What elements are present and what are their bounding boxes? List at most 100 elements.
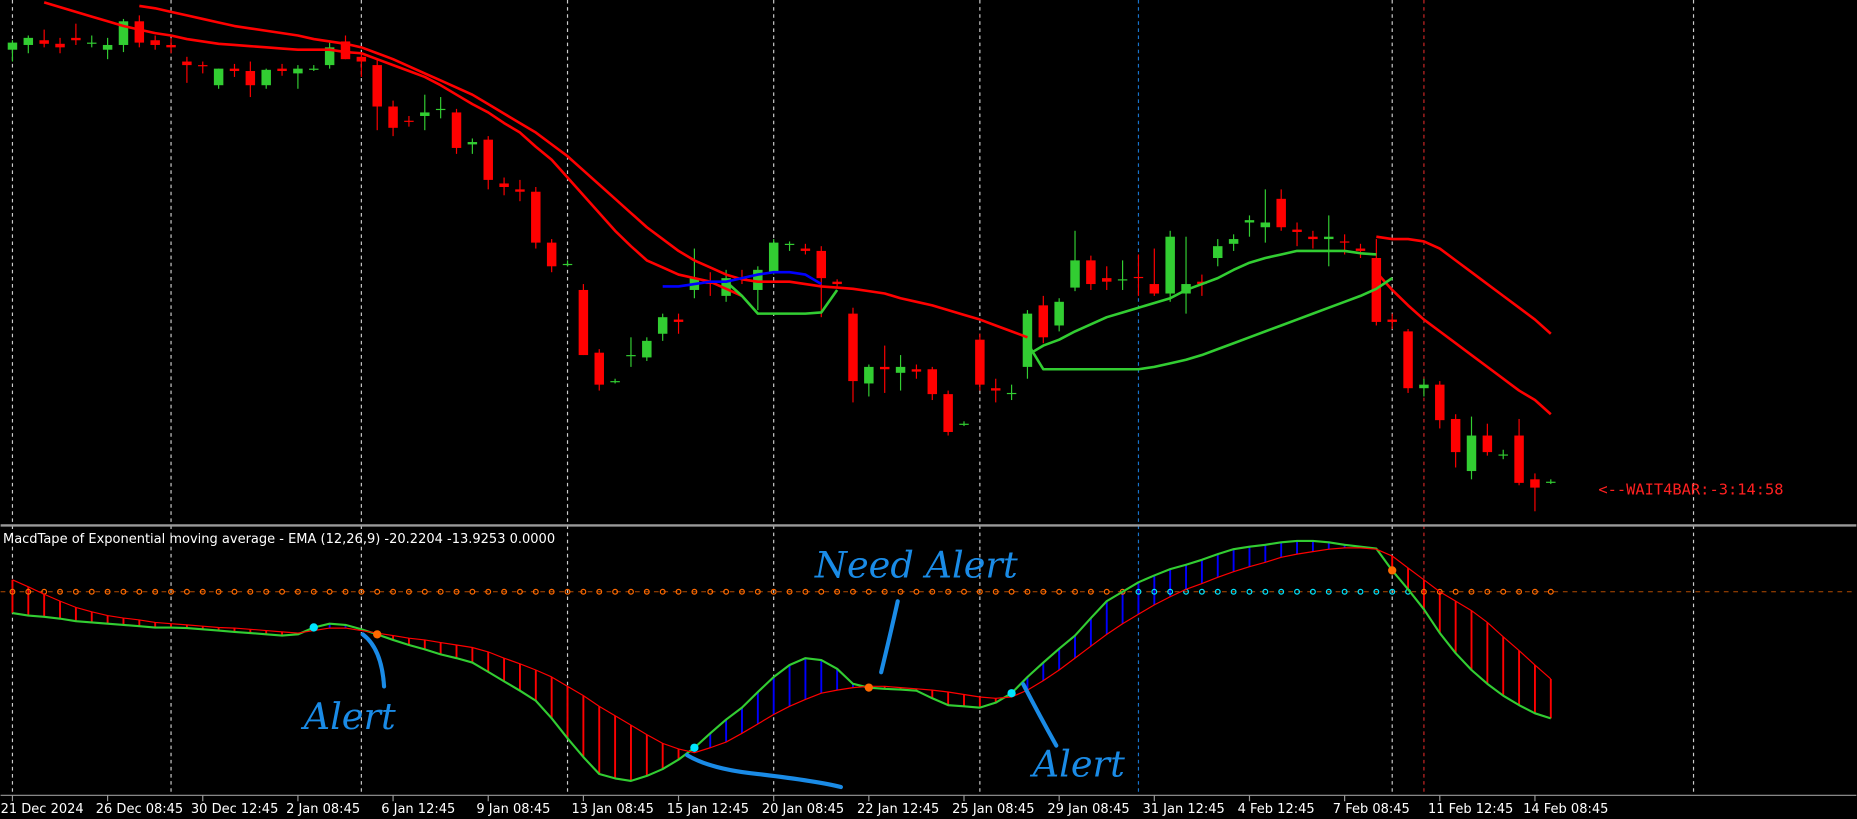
cross-dot — [373, 630, 382, 639]
indicator-line — [139, 4, 1552, 339]
candle-body — [657, 317, 668, 334]
candle-body — [1514, 435, 1524, 483]
candle-body — [356, 56, 367, 62]
candle-body — [864, 366, 874, 384]
candle-body — [1228, 239, 1239, 244]
separators — [11, 0, 1695, 796]
level-dot — [374, 588, 381, 595]
candle-body — [1244, 220, 1255, 223]
x-tick-label: 7 Feb 08:45 — [1333, 802, 1410, 817]
level-dot — [739, 588, 745, 595]
level-dot — [1230, 588, 1237, 595]
candle-body — [23, 37, 34, 45]
candle-body — [848, 313, 858, 382]
level-dot — [691, 588, 698, 595]
candle-body — [102, 44, 113, 50]
level-dot — [1341, 588, 1348, 595]
candle-body — [1435, 384, 1445, 421]
level-dot — [1087, 588, 1094, 595]
level-dot — [437, 588, 444, 595]
level-dot — [850, 588, 856, 595]
handwritten-notes: Need Alert Alert Alert — [301, 544, 1125, 790]
level-dot — [342, 588, 349, 595]
candle-body — [420, 112, 430, 116]
candle-body — [1054, 301, 1064, 326]
candle-body — [1466, 435, 1477, 472]
level-dot — [818, 588, 825, 595]
level-dot — [231, 588, 238, 595]
level-dot — [421, 588, 428, 595]
candle-body — [277, 68, 287, 72]
macd-line — [12, 539, 1552, 782]
candle-body — [324, 47, 335, 66]
level-dot — [754, 588, 761, 595]
note-alert: Alert — [301, 695, 396, 738]
x-tick-label: 29 Jan 08:45 — [1047, 802, 1129, 817]
candle-body — [943, 394, 953, 432]
candle-body — [1276, 198, 1286, 228]
pen-stroke — [879, 599, 900, 675]
candle-body — [39, 40, 49, 44]
level-dot — [136, 588, 143, 595]
level-dot — [1072, 588, 1078, 595]
candle-body — [1260, 222, 1271, 228]
candle-body — [467, 142, 478, 145]
x-axis: 21 Dec 2024 26 Dec 08:45 30 Dec 12:45 2 Jan… — [1, 795, 1608, 817]
x-tick-label: 14 Feb 08:45 — [1523, 802, 1608, 817]
level-dot — [215, 588, 222, 595]
candle-body — [213, 68, 224, 86]
candle-body — [1117, 279, 1128, 281]
level-dot — [453, 588, 460, 595]
candle-body — [1403, 331, 1413, 389]
candle-body — [562, 263, 573, 266]
candle-body — [594, 352, 604, 385]
level-dot — [1452, 588, 1459, 595]
level-dot — [326, 588, 333, 595]
candle-body — [1530, 479, 1540, 488]
candle-body — [1546, 481, 1556, 483]
candle-body — [1102, 278, 1112, 282]
level-dot — [199, 588, 206, 595]
level-dot — [247, 588, 254, 595]
level-dot — [1198, 588, 1205, 595]
candle-body — [483, 139, 493, 180]
level-dot — [1246, 588, 1253, 595]
candle-body — [959, 423, 969, 425]
level-dot — [183, 588, 190, 595]
level-dot — [501, 588, 508, 595]
candle-body — [642, 340, 652, 358]
level-dot — [1500, 588, 1507, 595]
x-tick-label: 26 Dec 08:45 — [96, 802, 183, 817]
candle-body — [610, 381, 620, 383]
candle-body — [71, 37, 81, 41]
level-dot — [1468, 588, 1475, 595]
level-dot — [976, 588, 983, 595]
x-tick-label: 21 Dec 2024 — [1, 802, 84, 817]
x-tick-label: 20 Jan 08:45 — [762, 802, 844, 817]
level-dot — [1436, 588, 1443, 595]
candle-body — [1006, 392, 1017, 395]
candle-body — [1387, 319, 1397, 322]
pen-stroke — [360, 632, 387, 689]
candle-body — [1324, 236, 1334, 240]
level-dot — [310, 588, 317, 595]
level-dot — [1262, 588, 1269, 595]
candle-body — [1038, 305, 1049, 338]
level-dot — [929, 588, 936, 595]
x-tick-label: 9 Jan 08:45 — [476, 802, 550, 817]
level-dot — [57, 588, 63, 595]
price-panel — [7, 1, 1556, 512]
candle-body — [879, 366, 890, 370]
note-need-alert: Need Alert — [814, 544, 1018, 587]
candle-body — [753, 269, 763, 290]
level-dot — [25, 588, 32, 595]
candle-body — [768, 242, 779, 273]
level-dot — [1531, 588, 1538, 595]
level-dot — [358, 588, 365, 595]
level-dot — [1484, 588, 1491, 595]
level-dot — [1008, 588, 1015, 595]
level-dot — [612, 588, 619, 595]
candle-body — [150, 40, 160, 45]
